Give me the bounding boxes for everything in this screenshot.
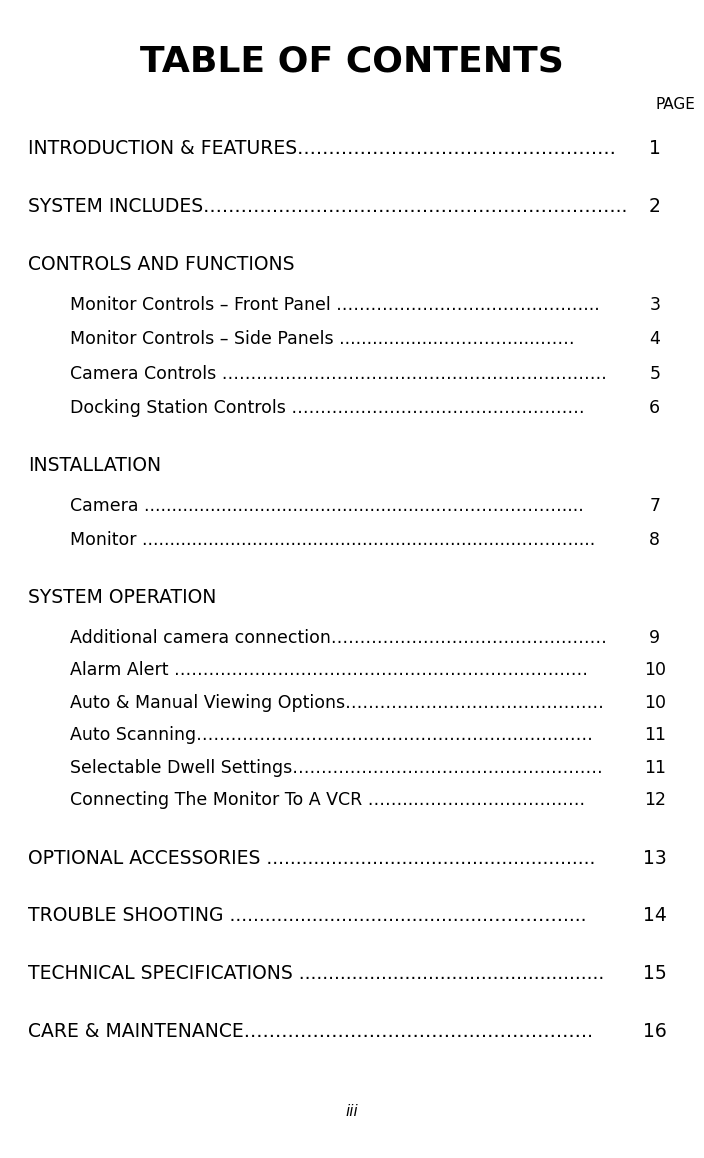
- Text: CONTROLS AND FUNCTIONS: CONTROLS AND FUNCTIONS: [28, 255, 295, 273]
- Text: Monitor .....................................................................………: Monitor ................................…: [70, 530, 596, 549]
- Text: TROUBLE SHOOTING ............................................…………....: TROUBLE SHOOTING .......................…: [28, 907, 586, 925]
- Text: 9: 9: [649, 629, 660, 647]
- Text: Monitor Controls – Front Panel .……………………………………...: Monitor Controls – Front Panel .………………………: [70, 295, 600, 314]
- Text: Monitor Controls – Side Panels ...................………….....……: Monitor Controls – Side Panels .........…: [70, 330, 575, 349]
- Text: 12: 12: [643, 791, 666, 809]
- Text: 1: 1: [649, 139, 660, 157]
- Text: 16: 16: [643, 1023, 667, 1041]
- Text: 10: 10: [643, 661, 666, 680]
- Text: Camera ......................................................…………………....: Camera .................................…: [70, 497, 584, 515]
- Text: INSTALLATION: INSTALLATION: [28, 456, 161, 475]
- Text: Auto & Manual Viewing Options………………………………………: Auto & Manual Viewing Options………………………………: [70, 694, 604, 712]
- Text: 3: 3: [649, 295, 660, 314]
- Text: 10: 10: [643, 694, 666, 712]
- Text: 15: 15: [643, 965, 667, 983]
- Text: SYSTEM OPERATION: SYSTEM OPERATION: [28, 588, 217, 607]
- Text: Docking Station Controls ……………………………………………: Docking Station Controls …………………………………………: [70, 398, 585, 417]
- Text: 6: 6: [649, 398, 660, 417]
- Text: Selectable Dwell Settings………………………………………………: Selectable Dwell Settings…………………………………………: [70, 758, 603, 777]
- Text: 5: 5: [649, 365, 660, 383]
- Text: Camera Controls ………………………………………………………….: Camera Controls ………………………………………………………….: [70, 365, 607, 383]
- Text: Connecting The Monitor To A VCR ……...…………………….….: Connecting The Monitor To A VCR ……...…………: [70, 791, 586, 809]
- Text: 8: 8: [649, 530, 660, 549]
- Text: INTRODUCTION & FEATURES……………………………………………: INTRODUCTION & FEATURES……………………………………………: [28, 139, 616, 157]
- Text: Auto Scanning……………………………………………………………: Auto Scanning……………………………………………………………: [70, 726, 593, 745]
- Text: Additional camera connection…………………………………………: Additional camera connection…………………………………: [70, 629, 608, 647]
- Text: 7: 7: [649, 497, 660, 515]
- Text: OPTIONAL ACCESSORIES ........................................................: OPTIONAL ACCESSORIES ...................…: [28, 849, 596, 867]
- Text: CARE & MAINTENANCE……………………………….……………….: CARE & MAINTENANCE……………………………….……………….: [28, 1023, 593, 1041]
- Text: iii: iii: [346, 1105, 358, 1119]
- Text: SYSTEM INCLUDES…………………………………………………………..: SYSTEM INCLUDES…………………………………………………………..: [28, 197, 627, 215]
- Text: 11: 11: [643, 726, 666, 745]
- Text: 13: 13: [643, 849, 667, 867]
- Text: 4: 4: [649, 330, 660, 349]
- Text: 11: 11: [643, 758, 666, 777]
- Text: Alarm Alert ………………………………………………………………: Alarm Alert ………………………………………………………………: [70, 661, 589, 680]
- Text: TECHNICAL SPECIFICATIONS ....................................................: TECHNICAL SPECIFICATIONS ...............…: [28, 965, 605, 983]
- Text: PAGE: PAGE: [656, 97, 696, 111]
- Text: 2: 2: [649, 197, 660, 215]
- Text: 14: 14: [643, 907, 667, 925]
- Text: TABLE OF CONTENTS: TABLE OF CONTENTS: [140, 44, 564, 78]
